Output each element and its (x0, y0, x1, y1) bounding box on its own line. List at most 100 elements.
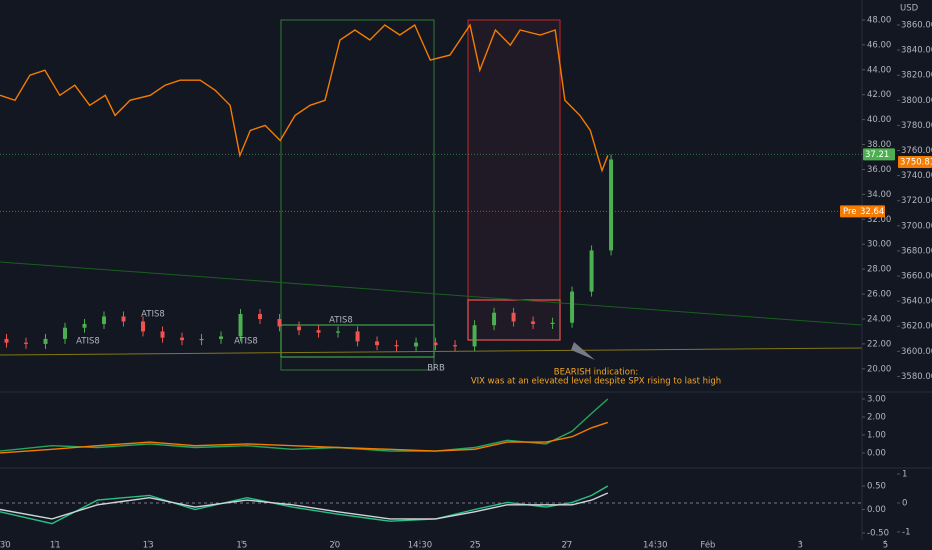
y-tick-label: 38.00 (867, 140, 891, 150)
spx-line (0, 23, 609, 173)
y-tick-label: 42.00 (867, 90, 891, 100)
premarket-label: Pre (843, 207, 857, 217)
y-tick-label: 0.50 (867, 481, 886, 491)
y-tick-label: 22.00 (867, 339, 891, 349)
candle-body (570, 291, 575, 323)
y2-tick-label: 3720.00 (901, 196, 932, 206)
y2-tick-label: 3820.00 (901, 71, 932, 81)
y2-tick-label: 0 (902, 498, 907, 508)
y2-tick-label: 3840.00 (901, 46, 932, 56)
x-tick-label: 20 (329, 541, 340, 550)
x-tick-label: 27 (561, 541, 572, 550)
candle-body (550, 322, 555, 324)
candle-body (219, 336, 224, 339)
x-tick-label: 11 (50, 541, 61, 550)
y-tick-label: 48.00 (867, 15, 891, 25)
y-tick-label: 1.00 (867, 430, 886, 440)
candle-body (180, 337, 185, 341)
x-tick-label: 14:30 (408, 541, 433, 550)
x-tick-label: 25 (470, 541, 481, 550)
candle-body (375, 341, 380, 346)
candle-body (492, 312, 497, 326)
indicator-line (0, 492, 609, 520)
last-value2-tag (898, 156, 932, 169)
y-tick-label: 46.00 (867, 40, 891, 50)
indicator-line (0, 398, 609, 452)
y-tick-label: 3.00 (867, 394, 886, 404)
x-tick-label: 30 (0, 541, 11, 550)
highlight-box (280, 324, 435, 358)
y2-tick-label: 3680.00 (901, 246, 932, 256)
y2-tick-label: 3760.00 (901, 146, 932, 156)
annotation: ATIS8 (76, 337, 100, 347)
y2-tick-label: 3580.00 (901, 372, 932, 382)
y2-tick-label: 3640.00 (901, 297, 932, 307)
y-tick-label: 26.00 (867, 290, 891, 300)
candle-body (82, 323, 87, 328)
trend-line (0, 261, 863, 326)
currency-label: USD (900, 4, 919, 14)
candle-body (394, 345, 399, 347)
candle-body (24, 342, 29, 344)
annotation: ATIS8 (329, 316, 353, 326)
y2-tick-label: 3700.00 (901, 221, 932, 231)
y-tick-label: 44.00 (867, 65, 891, 75)
candle-body (63, 327, 68, 339)
highlight-box (467, 19, 561, 341)
y2-tick-label: 3600.00 (901, 347, 932, 357)
candle-body (589, 250, 594, 292)
candle-body (316, 330, 321, 333)
candle-body (433, 342, 438, 346)
y2-tick-label: -1 (902, 527, 910, 537)
x-tick-label: 3 (798, 541, 803, 550)
candle-body (414, 342, 419, 347)
candle-body (453, 345, 458, 347)
annotation: BEARISH indication: (554, 368, 638, 378)
candle-body (297, 326, 302, 331)
candle-body (472, 325, 477, 347)
y-tick-label: 34.00 (867, 190, 891, 200)
y2-tick-label: 1 (902, 470, 907, 480)
y2-tick-label: 3800.00 (901, 96, 932, 106)
candle-body (511, 312, 516, 322)
candle-body (277, 318, 282, 327)
candle-body (355, 331, 360, 342)
y-tick-label: 0.00 (867, 448, 886, 458)
x-tick-label: 5 (883, 541, 888, 550)
y-tick-label: 0.00 (867, 505, 886, 515)
last-value-tag-label: 37.21 (865, 150, 889, 160)
y2-tick-label: 3620.00 (901, 322, 932, 332)
y2-tick-label: 3740.00 (901, 171, 932, 181)
candle-body (531, 321, 536, 324)
trend-line (0, 347, 863, 356)
y-tick-label: 24.00 (867, 314, 891, 324)
last-value-tag (863, 148, 895, 161)
candle-body (238, 313, 243, 337)
premarket-value: 32.64 (860, 207, 884, 217)
y-tick-label: 30.00 (867, 240, 891, 250)
candle-body (199, 338, 204, 341)
annotation: VIX was at an elevated level despite SPX… (471, 377, 721, 387)
y-tick-label: 28.00 (867, 265, 891, 275)
indicator-line (0, 421, 609, 454)
y2-tick-label: 3660.00 (901, 272, 932, 282)
premarket-tag (840, 205, 885, 218)
y-tick-label: 32.00 (867, 215, 891, 225)
x-tick-label: 15 (236, 541, 247, 550)
candle-body (609, 159, 614, 251)
candle-body (121, 316, 126, 322)
candle-body (4, 338, 9, 343)
y-tick-label: 20.00 (867, 364, 891, 374)
y-tick-label: 36.00 (867, 165, 891, 175)
candle-body (258, 313, 263, 319)
y-tick-label: 2.00 (867, 412, 886, 422)
last-value2-tag-label: 3750.81 (900, 158, 932, 168)
y2-tick-label: 3780.00 (901, 121, 932, 131)
annotation: BRB (427, 364, 445, 374)
candle-body (43, 338, 48, 344)
annotation: ATIS8 (141, 310, 165, 320)
y2-tick-label: 3860.00 (901, 20, 932, 30)
candle-body (141, 321, 146, 332)
x-tick-label: Feb (700, 541, 715, 550)
